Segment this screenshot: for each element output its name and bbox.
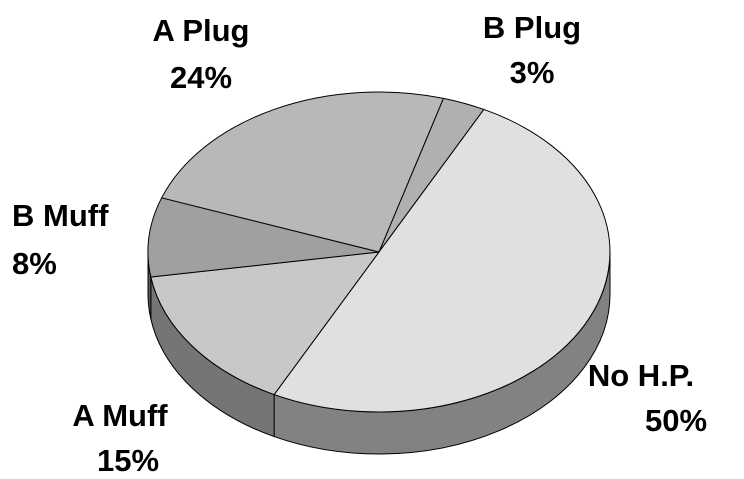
- slice-label: No H.P.: [588, 358, 694, 393]
- pie-slice: [161, 91, 444, 253]
- pie-slice: [147, 197, 380, 278]
- slice-label: A Plug: [152, 13, 249, 48]
- pie-slice: [273, 108, 611, 413]
- slice-value-label: 50%: [645, 403, 707, 438]
- slice-label: B Plug: [483, 10, 581, 45]
- slice-label: B Muff: [12, 198, 109, 233]
- slice-value-label: 24%: [170, 60, 232, 95]
- pie-slice: [150, 251, 380, 396]
- slice-value-label: 15%: [97, 443, 159, 478]
- slice-value-label: 3%: [510, 55, 555, 90]
- slice-label: A Muff: [72, 398, 168, 433]
- slice-value-label: 8%: [12, 246, 57, 281]
